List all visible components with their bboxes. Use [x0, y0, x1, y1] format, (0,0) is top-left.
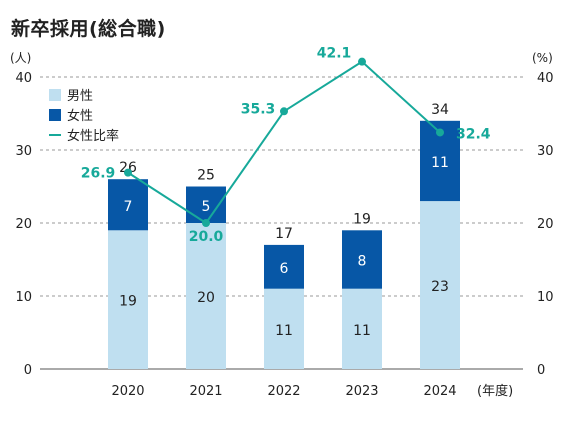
legend-swatch-male — [49, 89, 61, 101]
x-axis-unit: (年度) — [477, 383, 513, 399]
line-data-label: 20.0 — [189, 229, 224, 245]
bar-label-female: 6 — [280, 261, 289, 277]
legend-label-female: 女性 — [67, 108, 93, 124]
bar-total-label: 26 — [119, 160, 137, 176]
chart-title: 新卒採用(総合職) — [11, 18, 166, 40]
line-data-label: 32.4 — [456, 126, 491, 142]
bar-total-label: 34 — [431, 102, 449, 118]
bar-label-male: 20 — [197, 290, 215, 306]
x-tick-label: 2021 — [189, 384, 222, 399]
y-tick-label-left: 30 — [15, 144, 32, 159]
bar-segment-male — [420, 201, 460, 369]
bar-label-male: 11 — [353, 323, 371, 339]
line-point — [124, 168, 132, 177]
bar-label-male: 23 — [431, 279, 449, 295]
legend-swatch-female — [49, 109, 61, 121]
y-tick-label-right: 30 — [537, 144, 554, 159]
y-tick-label-left: 10 — [15, 290, 32, 305]
bar-segment-male — [342, 288, 382, 369]
bar-label-female: 8 — [358, 254, 367, 270]
bar-label-male: 11 — [275, 323, 293, 339]
line-point — [436, 128, 444, 137]
bar-total-label: 17 — [275, 226, 293, 242]
y-tick-label-left: 0 — [24, 363, 32, 378]
y-tick-label-left: 40 — [15, 71, 32, 86]
y-tick-label-left: 20 — [15, 217, 32, 232]
bar-segment-male — [108, 230, 148, 369]
bar-label-male: 19 — [119, 294, 137, 310]
line-data-label: 42.1 — [317, 46, 352, 62]
line-data-label: 35.3 — [241, 101, 276, 117]
x-tick-label: 2024 — [423, 384, 456, 399]
legend-label-ratio: 女性比率 — [67, 128, 119, 144]
bar-segment-female — [108, 179, 148, 231]
x-tick-label: 2020 — [111, 384, 144, 399]
bar-label-female: 11 — [431, 155, 449, 171]
bar-total-label: 25 — [197, 168, 215, 184]
bar-label-female: 5 — [202, 199, 211, 215]
legend-label-male: 男性 — [67, 89, 93, 104]
line-point — [358, 57, 366, 66]
y-axis-unit-right: (%) — [532, 51, 553, 65]
bar-segment-male — [264, 288, 304, 369]
y-tick-label-right: 20 — [537, 217, 554, 232]
line-point — [280, 107, 288, 116]
bar-segment-female — [264, 244, 304, 289]
bar-total-label: 19 — [353, 211, 371, 227]
line-series-female-ratio — [127, 60, 441, 225]
line-data-label: 26.9 — [81, 166, 116, 182]
x-tick-label: 2023 — [345, 384, 378, 399]
line-point — [202, 219, 210, 227]
bar-segment-female — [342, 230, 382, 289]
y-axis-unit-left: (人) — [10, 51, 31, 65]
bar-label-female: 7 — [124, 199, 133, 215]
y-tick-label-right: 40 — [537, 71, 554, 86]
bar-segment-male — [186, 223, 226, 369]
x-tick-label: 2022 — [267, 384, 300, 399]
y-tick-label-right: 10 — [537, 290, 554, 305]
y-tick-label-right: 0 — [537, 363, 545, 378]
